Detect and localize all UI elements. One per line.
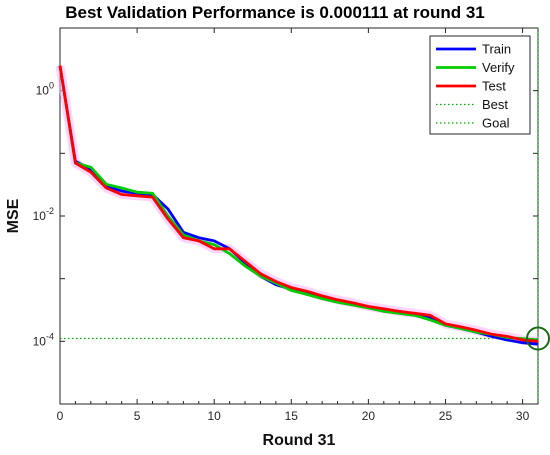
x-tick-label: 0 xyxy=(57,409,64,423)
chart-title: Best Validation Performance is 0.000111 … xyxy=(65,3,485,22)
x-tick-label: 25 xyxy=(439,409,453,423)
legend-label-verify: Verify xyxy=(482,60,515,75)
y-tick-label: 10-4 xyxy=(33,331,54,348)
series-line-verify xyxy=(58,65,539,342)
legend: Train Verify Test Best Goal xyxy=(429,35,531,135)
legend-label-test: Test xyxy=(482,79,506,94)
y-tick-label: 10-2 xyxy=(33,206,54,223)
x-tick-label: 15 xyxy=(285,409,299,423)
x-tick-label: 10 xyxy=(208,409,222,423)
x-tick-label: 5 xyxy=(134,409,141,423)
y-tick-label: 100 xyxy=(36,81,54,98)
best-point-marker xyxy=(526,326,550,351)
legend-label-train: Train xyxy=(482,42,511,57)
y-axis-label: MSE xyxy=(5,198,22,233)
series-line-test xyxy=(58,65,539,343)
x-tick-label: 30 xyxy=(516,409,530,423)
legend-label-goal: Goal xyxy=(482,116,510,131)
x-axis-label: Round 31 xyxy=(263,432,336,449)
legend-label-best: Best xyxy=(482,97,508,112)
x-tick-label: 20 xyxy=(362,409,376,423)
